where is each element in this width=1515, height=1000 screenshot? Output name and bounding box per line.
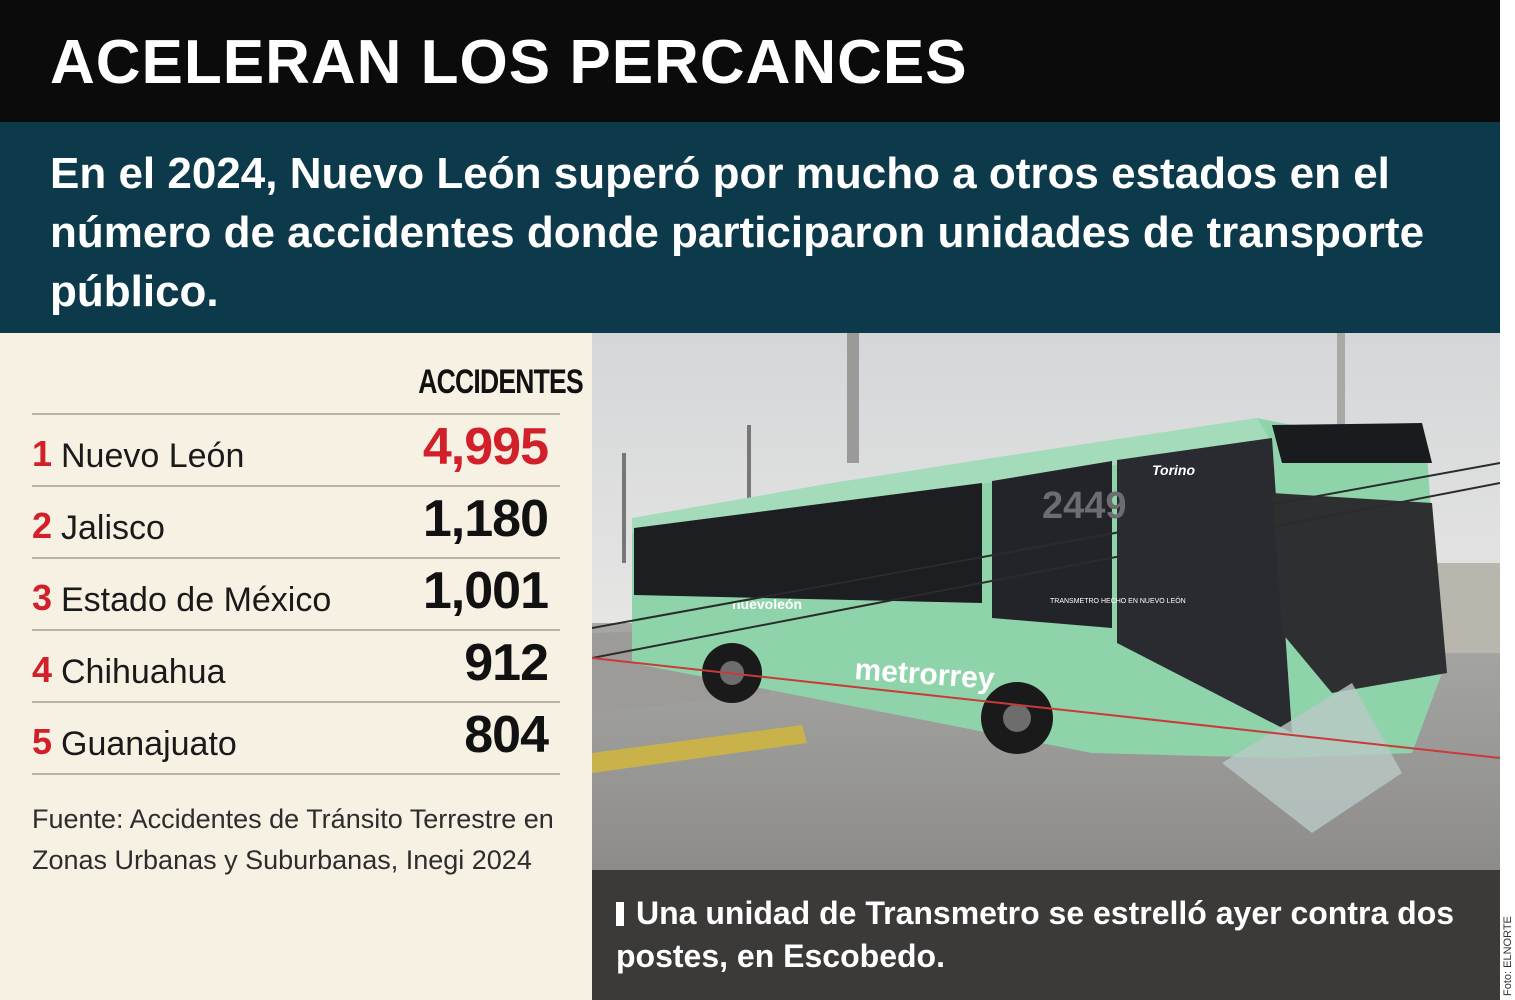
broken-windshield <box>1272 493 1447 693</box>
bus-roof <box>632 418 1272 533</box>
caption-text: Una unidad de Transmetro se estrelló aye… <box>616 895 1455 974</box>
state-name: Guanajuato <box>61 725 237 763</box>
table-row: 4 Chihuahua 912 <box>32 631 560 703</box>
power-line <box>592 482 1500 659</box>
rank-number: 3 <box>32 577 53 618</box>
accident-count: 1,001 <box>422 562 549 620</box>
accident-count: 912 <box>464 634 549 692</box>
state-name: Chihuahua <box>61 653 226 691</box>
accident-count: 804 <box>464 706 549 764</box>
wheel-hub <box>1003 704 1031 732</box>
bus-route-number: 2449 <box>1042 485 1127 527</box>
photo-caption-box: Una unidad de Transmetro se estrelló aye… <box>592 870 1500 1000</box>
ranking-table: 1 Nuevo León 4,995 2 Jalisco 1,180 3 Est… <box>32 413 560 775</box>
column-header: ACCIDENTES <box>418 363 583 401</box>
bus-door-label: TRANSMETRO HECHO EN NUEVO LEÓN <box>1050 596 1186 605</box>
accident-count: 4,995 <box>422 418 549 476</box>
deck-text: En el 2024, Nuevo León superó por mucho … <box>50 149 1425 316</box>
accident-count: 1,180 <box>422 490 549 548</box>
crash-photo: metrorrey nuevoleón Torino 2449 TRANSMET… <box>592 333 1500 870</box>
shattered-glass <box>1222 683 1402 833</box>
street-lamp <box>622 453 626 563</box>
deck-banner: En el 2024, Nuevo León superó por mucho … <box>0 122 1500 333</box>
bus-crash-illustration: metrorrey nuevoleón Torino 2449 TRANSMET… <box>592 333 1500 870</box>
source-note: Fuente: Accidentes de Tránsito Terrestre… <box>32 804 554 875</box>
rank-number: 2 <box>32 505 53 546</box>
power-line <box>592 462 1500 629</box>
headline: ACELERAN LOS PERCANCES <box>50 28 968 97</box>
bus-destination-sign <box>1272 423 1432 463</box>
table-row: 5 Guanajuato 804 <box>32 703 560 775</box>
ranking-panel: ACCIDENTES 1 Nuevo León 4,995 2 Jalisco … <box>0 333 592 1000</box>
table-row: 3 Estado de México 1,001 <box>32 559 560 631</box>
curb <box>592 725 807 773</box>
state-name: Jalisco <box>61 509 165 547</box>
state-name: Estado de México <box>61 581 332 619</box>
rank-number: 1 <box>32 433 53 474</box>
rank-number: 5 <box>32 721 53 762</box>
rank-number: 4 <box>32 649 53 690</box>
photo-caption: Una unidad de Transmetro se estrelló aye… <box>616 892 1486 978</box>
caution-tape <box>592 657 1500 759</box>
bus-side-label: nuevoleón <box>732 596 802 612</box>
table-row: 2 Jalisco 1,180 <box>32 487 560 559</box>
title-bar: ACELERAN LOS PERCANCES <box>0 0 1500 122</box>
street-lamp <box>747 425 751 535</box>
bus-model-text: Torino <box>1152 462 1195 478</box>
utility-pole <box>847 333 859 463</box>
table-row: 1 Nuevo León 4,995 <box>32 415 560 487</box>
caption-marker <box>616 902 624 926</box>
state-name: Nuevo León <box>61 437 245 475</box>
photo-credit: Foto: ELNORTE <box>1502 916 1514 996</box>
bus-front-cabin <box>1117 438 1292 733</box>
